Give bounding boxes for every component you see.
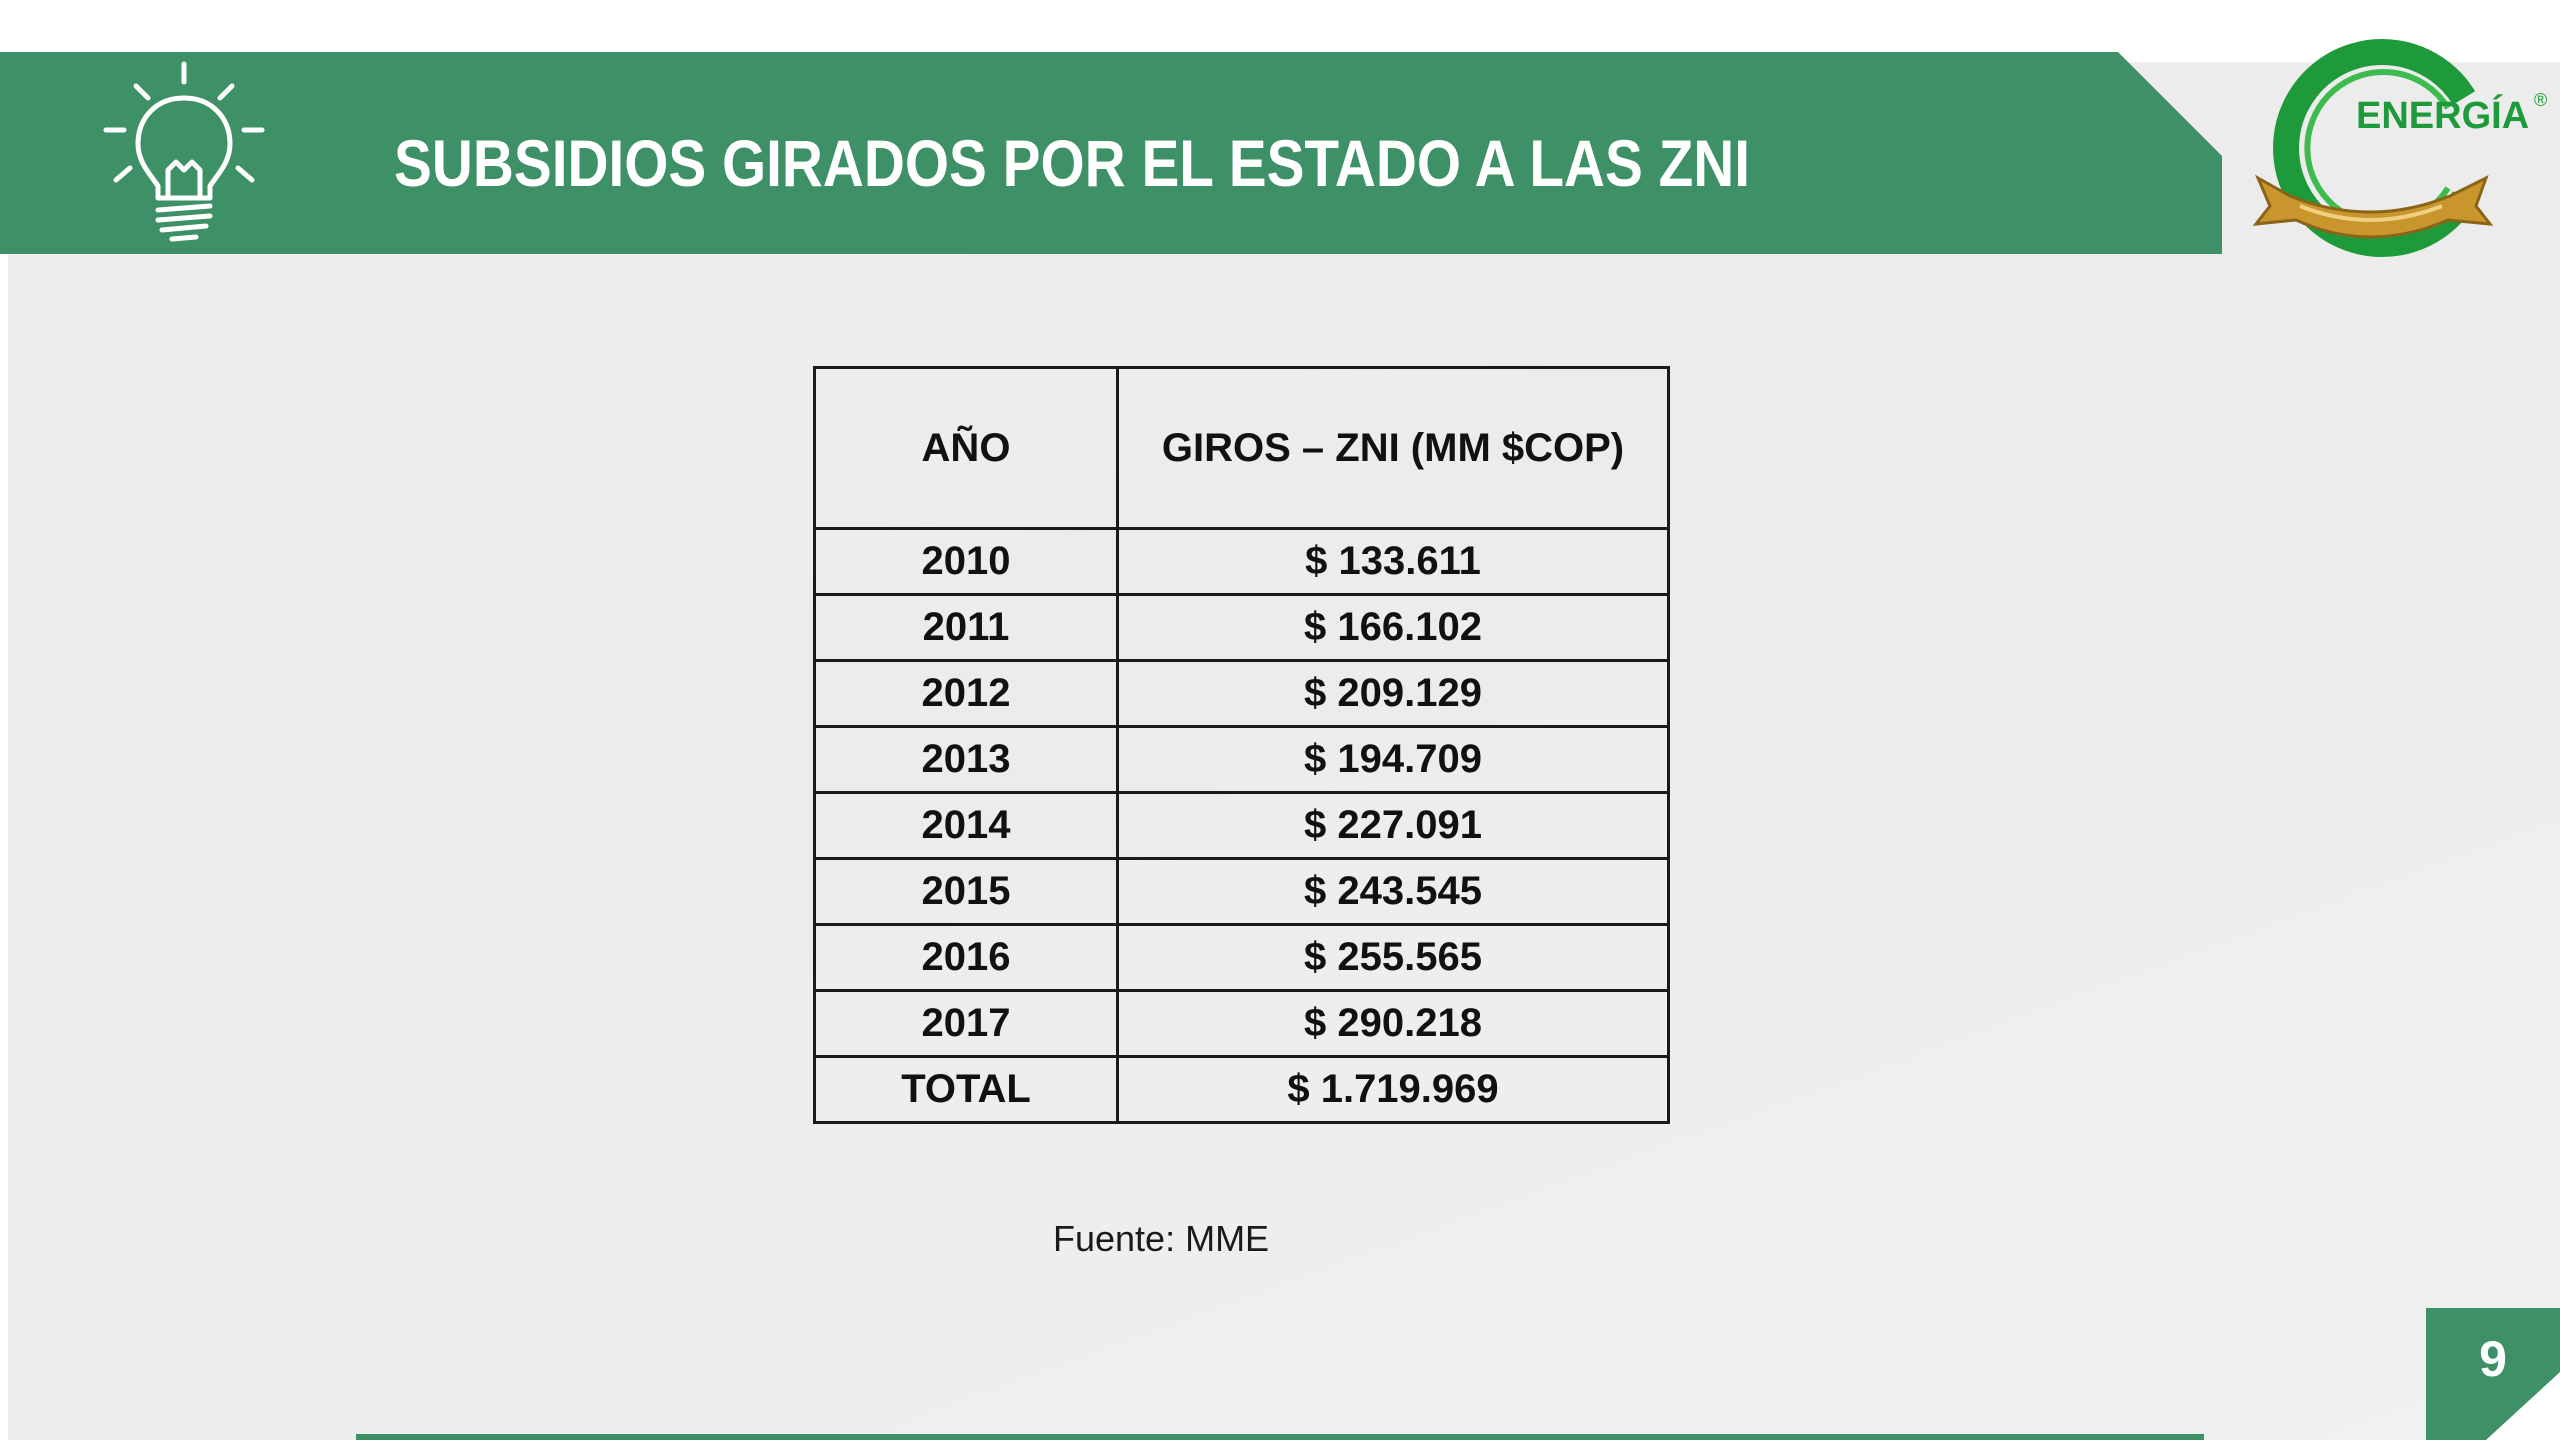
- amount-cell: $ 255.565: [1116, 923, 1670, 992]
- energia-logo: ENERGÍA ®: [2252, 39, 2547, 257]
- amount-cell: $ 133.611: [1116, 527, 1670, 596]
- amount-cell: $ 166.102: [1116, 593, 1670, 662]
- lightbulb-icon: [103, 61, 265, 242]
- table-row: 2011 $ 166.102: [813, 593, 1670, 662]
- page-number: 9: [2479, 1331, 2507, 1387]
- year-cell: 2015: [813, 857, 1119, 926]
- column-header-year: AÑO: [813, 366, 1119, 530]
- year-cell: 2012: [813, 659, 1119, 728]
- logo-text: ENERGÍA: [2356, 93, 2529, 137]
- column-header-amount: GIROS – ZNI (MM $COP): [1116, 366, 1670, 530]
- table-total-row: TOTAL $ 1.719.969: [813, 1055, 1670, 1124]
- registered-mark: ®: [2534, 90, 2547, 110]
- year-cell: 2010: [813, 527, 1119, 596]
- subsidies-table: AÑO GIROS – ZNI (MM $COP) 2010 $ 133.611…: [813, 366, 1670, 1124]
- source-note: Fuente: MME: [1053, 1218, 1270, 1259]
- amount-cell: $ 209.129: [1116, 659, 1670, 728]
- year-cell: 2014: [813, 791, 1119, 860]
- amount-cell: $ 243.545: [1116, 857, 1670, 926]
- year-cell: 2017: [813, 989, 1119, 1058]
- table-row: 2013 $ 194.709: [813, 725, 1670, 794]
- total-label-cell: TOTAL: [813, 1055, 1119, 1124]
- table-row: 2012 $ 209.129: [813, 659, 1670, 728]
- year-cell: 2011: [813, 593, 1119, 662]
- header-band: [0, 52, 2222, 254]
- total-amount-cell: $ 1.719.969: [1116, 1055, 1670, 1124]
- year-cell: 2016: [813, 923, 1119, 992]
- amount-cell: $ 290.218: [1116, 989, 1670, 1058]
- amount-cell: $ 227.091: [1116, 791, 1670, 860]
- table-row: 2016 $ 255.565: [813, 923, 1670, 992]
- footer-line: [356, 1434, 2204, 1440]
- table-row: 2010 $ 133.611: [813, 527, 1670, 596]
- slide-title: SUBSIDIOS GIRADOS POR EL ESTADO A LAS ZN…: [394, 126, 1751, 200]
- table-row: 2015 $ 243.545: [813, 857, 1670, 926]
- table-row: 2014 $ 227.091: [813, 791, 1670, 860]
- table-row: 2017 $ 290.218: [813, 989, 1670, 1058]
- table-header-row: AÑO GIROS – ZNI (MM $COP): [813, 366, 1670, 530]
- amount-cell: $ 194.709: [1116, 725, 1670, 794]
- year-cell: 2013: [813, 725, 1119, 794]
